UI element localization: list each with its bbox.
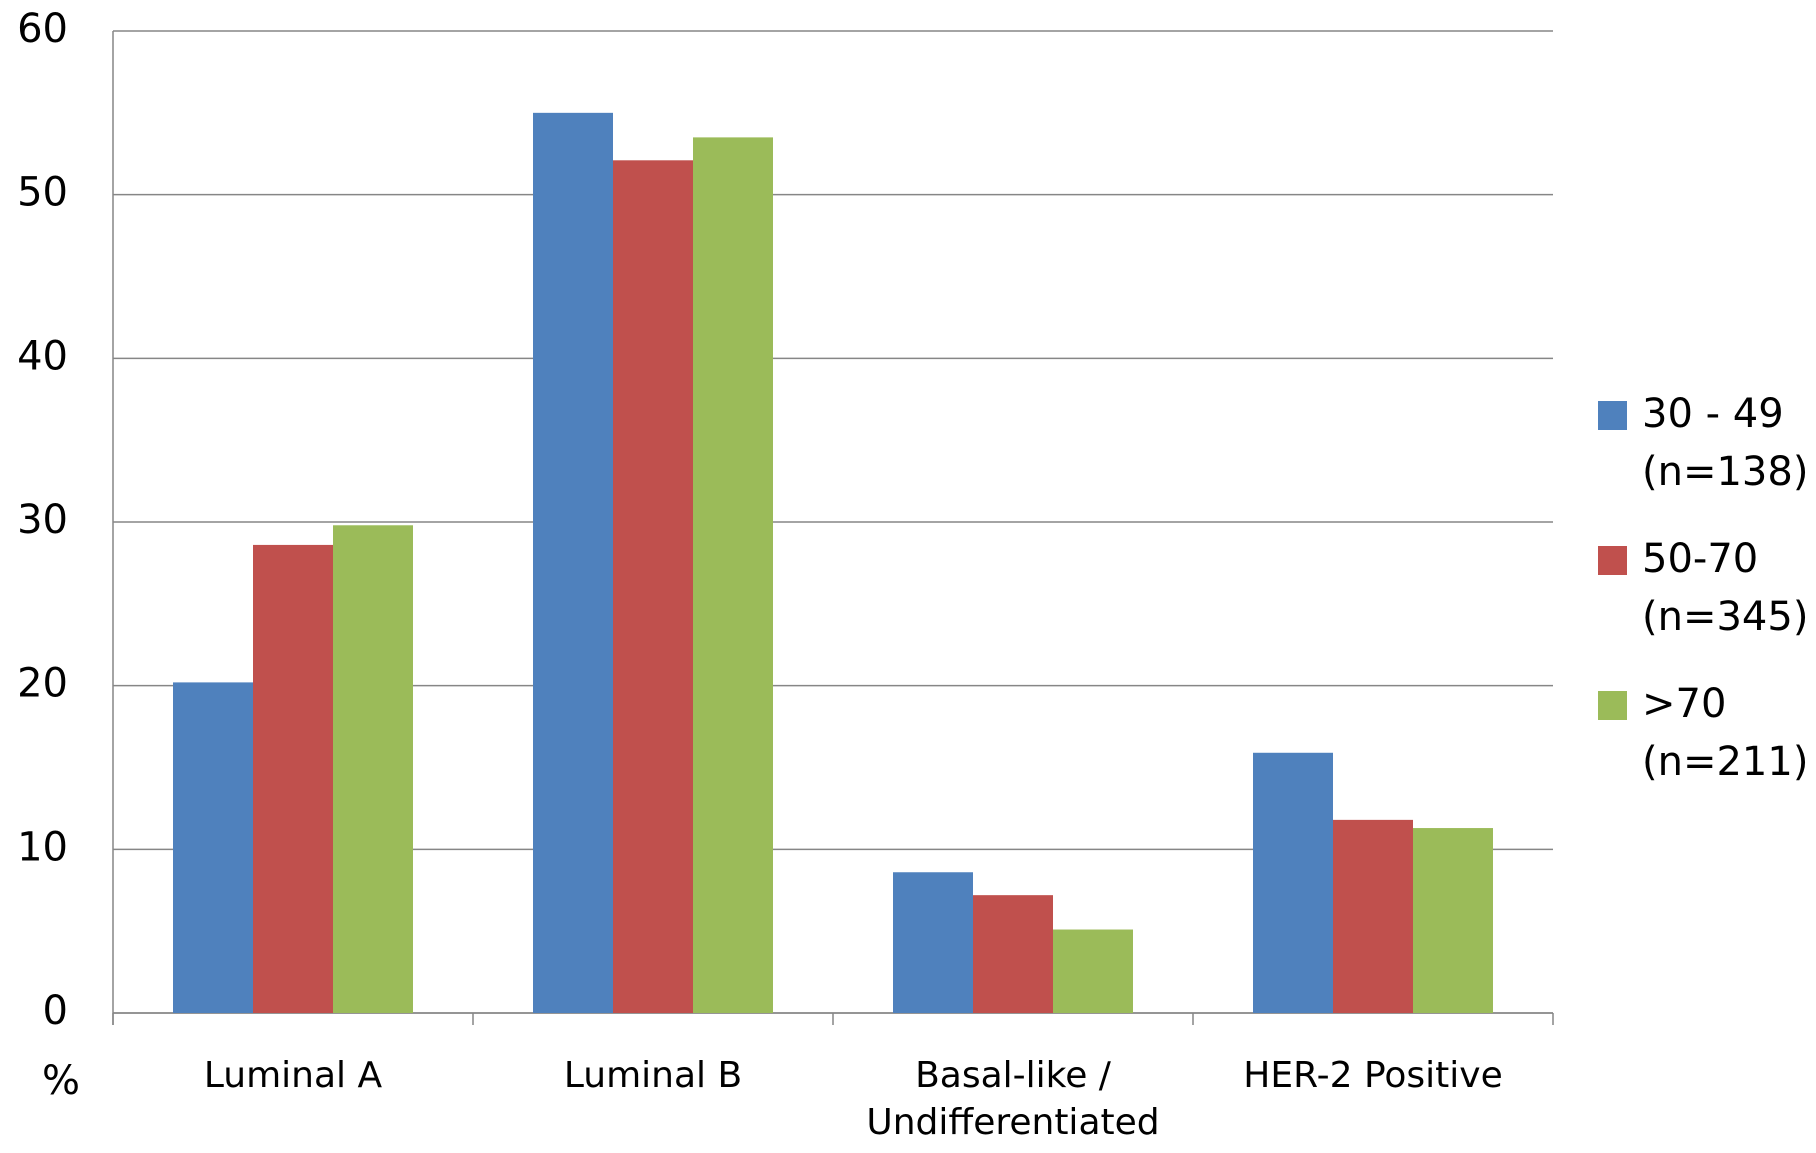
y-tick-label: 30 [17, 497, 68, 543]
y-tick-label: 60 [17, 6, 68, 52]
bar [173, 682, 253, 1013]
bar [333, 525, 413, 1013]
legend-swatch [1598, 401, 1627, 430]
bar [1053, 929, 1133, 1013]
y-tick-label: 0 [43, 988, 68, 1034]
bar [893, 872, 973, 1013]
bar [1253, 752, 1333, 1013]
x-tick-label: Luminal B [563, 1055, 743, 1096]
bar [533, 112, 613, 1014]
bar [253, 544, 333, 1013]
bar [613, 160, 693, 1014]
y-axis-label: % [42, 1058, 81, 1104]
y-tick-label: 50 [17, 170, 68, 216]
bar [1333, 819, 1413, 1013]
y-tick-label: 10 [17, 824, 68, 870]
legend-swatch [1598, 546, 1627, 575]
x-tick-label: Basal-like / Undifferentiated [866, 1055, 1160, 1143]
legend-label: 50-70 (n=345) [1642, 536, 1809, 640]
legend-swatch [1598, 691, 1627, 720]
legend-label: >70 (n=211) [1642, 681, 1809, 785]
bar [973, 895, 1053, 1013]
x-tick-label: Luminal A [203, 1055, 383, 1096]
y-tick-label: 40 [17, 333, 68, 379]
bar [1413, 828, 1493, 1013]
y-tick-label: 20 [17, 661, 68, 707]
x-tick-label: HER-2 Positive [1243, 1055, 1503, 1096]
legend-label: 30 - 49 (n=138) [1642, 391, 1809, 495]
bar [693, 137, 773, 1014]
